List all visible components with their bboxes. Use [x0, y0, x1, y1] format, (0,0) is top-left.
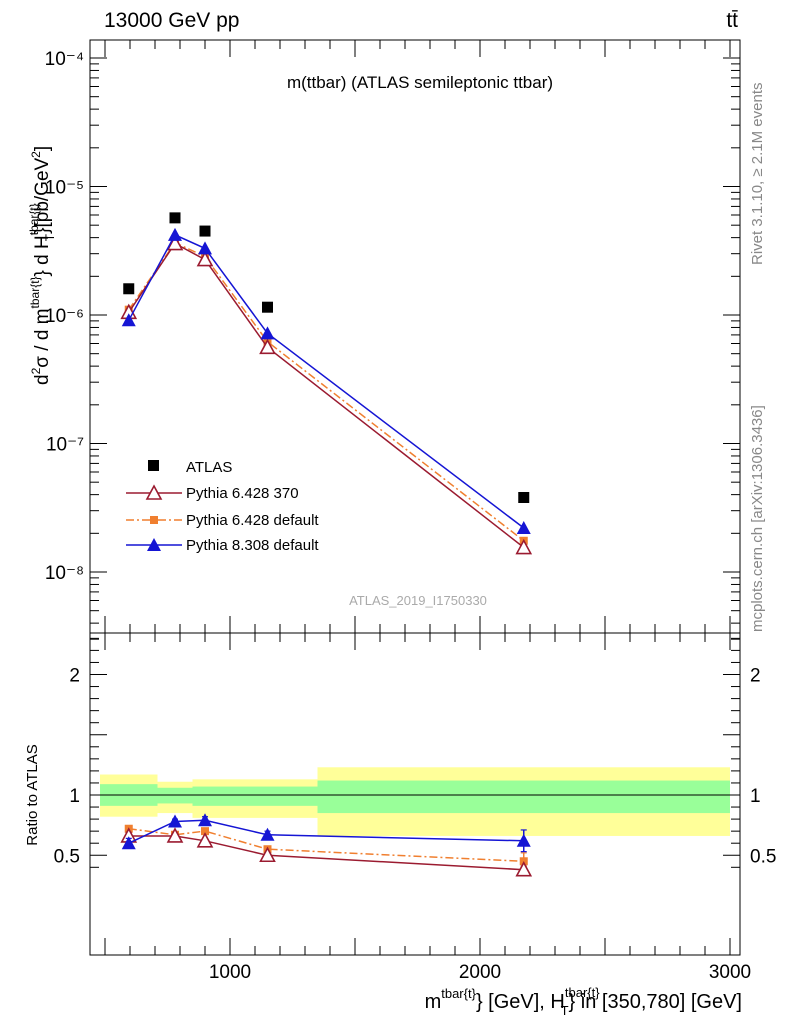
ratio-frame	[89, 632, 741, 956]
ratio-x-tick-labels: 1000 2000 3000	[209, 962, 751, 983]
ratio-y-tick-label-right: 0.5	[750, 846, 776, 867]
ratio-band-green	[157, 787, 193, 804]
main-point-pythia-6-428-370	[515, 538, 533, 555]
legend-entry-pythia6-default: Pythia 6.428 default	[126, 512, 319, 529]
ratio-line-pythia-6-428-370	[128, 835, 524, 871]
main-y-tick-label: 10⁻⁸	[45, 563, 84, 584]
ratio-y-tick-label-left: 2	[69, 666, 80, 687]
x-axis-label: mtbar{t}} [GeV], Htbar{t} T} in [350,780]…	[425, 985, 742, 1018]
main-point-atlas	[199, 225, 211, 237]
legend-label-pythia6-370: Pythia 6.428 370	[186, 485, 299, 502]
ratio-point-pythia-8-308-default	[198, 813, 212, 827]
ratio-panel: 0.5 0.5 1 1 2 2 1000 2000 3000 Ratio to ATLAS m…	[24, 632, 777, 1018]
ratio-y-tick-label-right: 2	[750, 666, 761, 687]
legend-label-pythia8-default: Pythia 8.308 default	[186, 537, 319, 554]
process-label: tt̄	[726, 9, 738, 32]
rivet-version-label: Rivet 3.1.10, ≥ 2.1M events	[749, 83, 766, 266]
ratio-point-pythia-8-308-default	[260, 827, 275, 841]
main-point-atlas	[262, 301, 273, 313]
main-point-pythia-8-308-default	[121, 313, 136, 327]
main-data-marks	[120, 212, 533, 555]
legend-entry-atlas: ATLAS	[148, 459, 232, 476]
ratio-point-pythia-6-428-370	[166, 827, 184, 843]
energy-label: 13000 GeV pp	[104, 9, 239, 32]
mcplots-label: mcplots.cern.ch [arXiv:1306.3436]	[749, 405, 766, 632]
ratio-data-marks	[120, 813, 533, 877]
main-y-tick-label: 10⁻⁶	[45, 306, 84, 327]
ratio-point-pythia-6-428-370	[515, 861, 533, 877]
ratio-band-green	[317, 780, 730, 814]
main-point-pythia-8-308-default	[516, 520, 531, 534]
ratio-point-pythia-6-428-default	[201, 827, 209, 836]
x-tick-label: 1000	[209, 962, 251, 983]
main-point-atlas	[169, 212, 181, 224]
main-y-tick-labels: 10⁻⁸ 10⁻⁷ 10⁻⁶ 10⁻⁵ 10⁻⁴	[45, 49, 84, 584]
main-y-axis-label: d2σ / d mtbar{t}} d Htbar{t}T}[pb/GeV2]	[27, 146, 57, 385]
ratio-band-green	[192, 786, 318, 806]
ratio-y-tick-labels: 0.5 0.5 1 1 2 2	[54, 666, 777, 868]
main-axis-ticks	[90, 40, 740, 640]
ratio-point-pythia-6-428-370	[196, 832, 214, 848]
ratio-y-tick-label-right: 1	[750, 786, 761, 807]
legend-marker-pythia8-default	[147, 538, 161, 551]
legend-label-pythia6-default: Pythia 6.428 default	[186, 512, 319, 529]
main-y-tick-label: 10⁻⁵	[45, 178, 84, 199]
main-y-tick-label: 10⁻⁴	[45, 49, 84, 70]
ratio-uncertainty-bands	[90, 767, 740, 836]
ratio-point-pythia-8-308-default	[168, 814, 182, 828]
ratio-axis-ticks	[90, 633, 740, 955]
x-tick-label: 2000	[459, 962, 501, 983]
ratio-point-pythia-8-308-default	[516, 833, 531, 847]
x-tick-label: 3000	[709, 962, 751, 983]
legend-marker-pythia6-default	[150, 516, 158, 524]
legend-entry-pythia8-default: Pythia 8.308 default	[126, 537, 319, 554]
ratio-y-tick-label-left: 0.5	[54, 846, 80, 867]
ratio-point-pythia-8-308-default	[121, 836, 136, 850]
main-point-pythia-8-308-default	[260, 326, 275, 340]
chart-title: m(ttbar) (ATLAS semileptonic ttbar)	[287, 73, 553, 92]
legend: ATLAS Pythia 6.428 370 Pythia 6.428 defa…	[126, 459, 319, 554]
main-point-pythia-6-428-370	[259, 338, 276, 355]
main-point-pythia-8-308-default	[198, 241, 212, 255]
legend-marker-pythia6-370	[145, 484, 163, 500]
ratio-y-tick-label-left: 1	[69, 786, 80, 807]
legend-label-atlas: ATLAS	[186, 459, 232, 476]
analysis-watermark: ATLAS_2019_I1750330	[349, 593, 487, 608]
main-point-atlas	[123, 283, 135, 295]
legend-marker-atlas	[148, 460, 159, 471]
ratio-point-pythia-6-428-370	[259, 846, 276, 863]
main-point-pythia-6-428-370	[166, 234, 184, 251]
main-point-pythia-6-428-370	[196, 250, 214, 267]
ratio-y-axis-label: Ratio to ATLAS	[24, 744, 41, 845]
main-point-atlas	[518, 491, 530, 503]
legend-entry-pythia6-370: Pythia 6.428 370	[126, 484, 299, 502]
main-y-tick-label: 10⁻⁷	[46, 435, 84, 456]
main-panel: m(ttbar) (ATLAS semileptonic ttbar) ATLA…	[27, 39, 741, 640]
main-point-pythia-8-308-default	[168, 227, 182, 241]
